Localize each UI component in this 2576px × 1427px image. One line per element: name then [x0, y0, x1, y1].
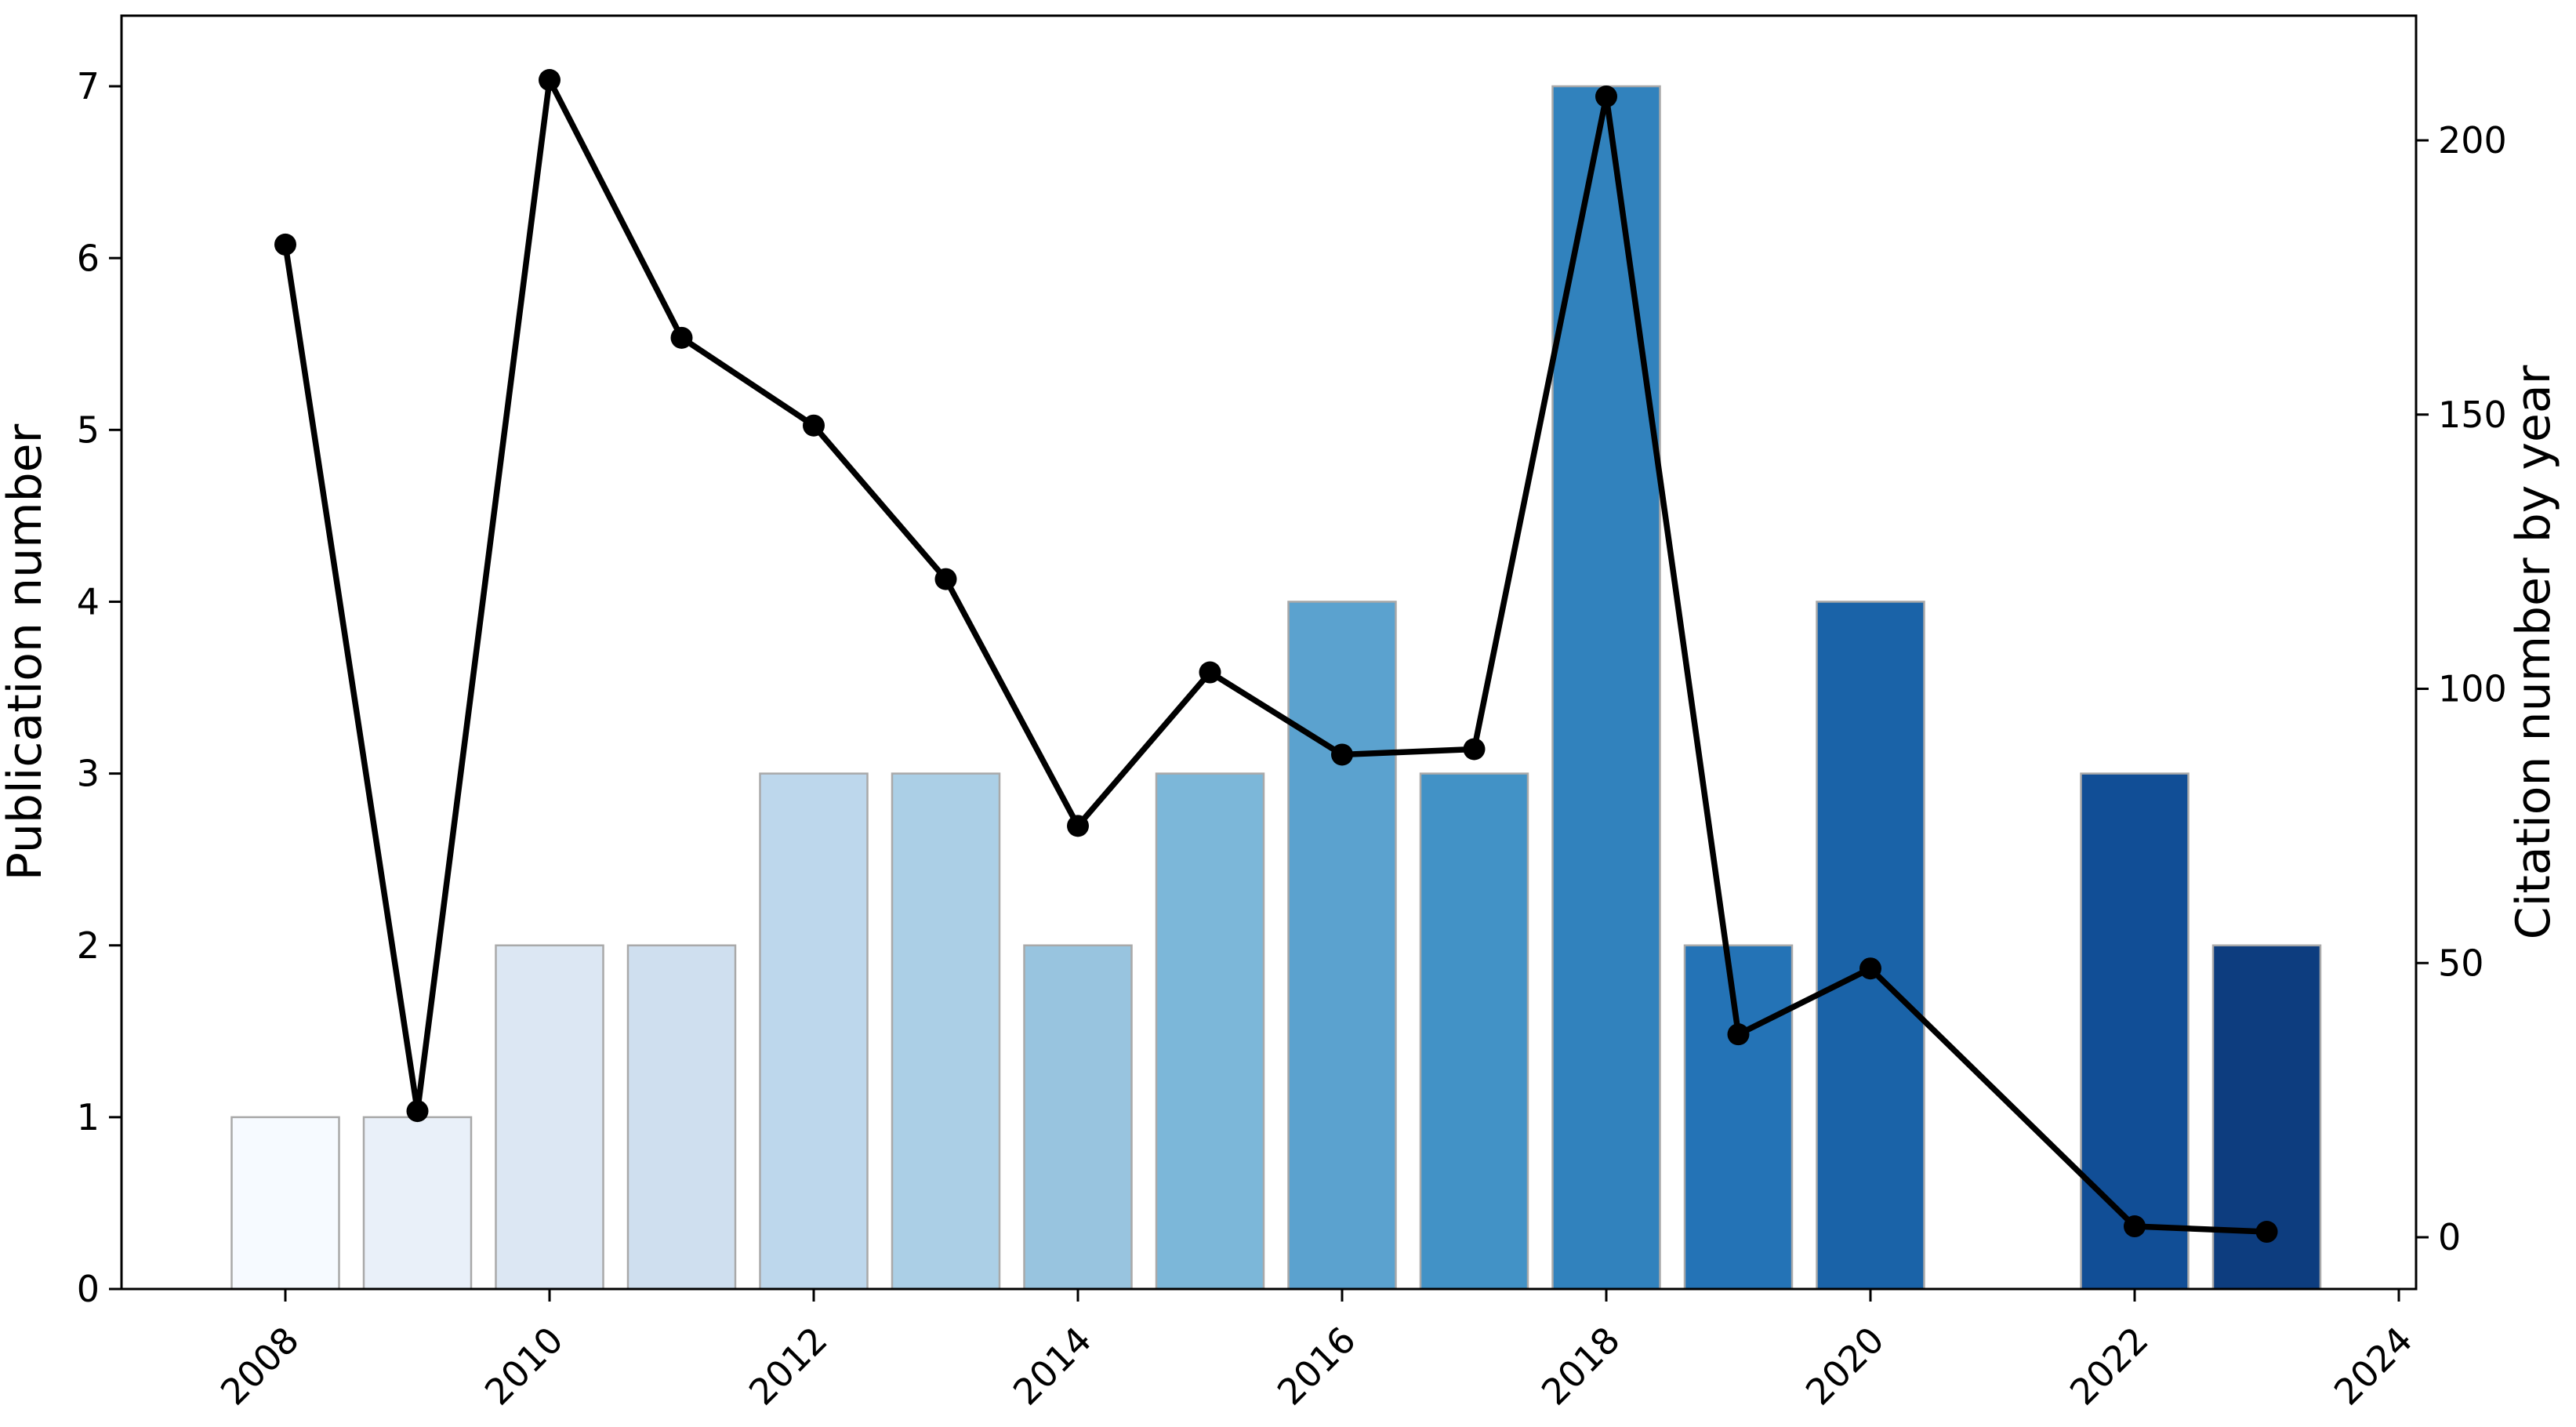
citation-point	[1463, 738, 1486, 761]
x-tick-label-2014: 2014	[1005, 1319, 1100, 1414]
citation-point	[803, 414, 825, 437]
citation-point	[2124, 1215, 2146, 1238]
x-tick-label-2010: 2010	[477, 1319, 571, 1414]
x-tick-label-2024: 2024	[2326, 1319, 2421, 1414]
left-tick-label-5: 5	[77, 408, 100, 451]
bar-2018	[1551, 85, 1661, 1291]
citation-point	[1331, 743, 1353, 766]
citation-point	[1859, 957, 1881, 980]
left-tick-label-7: 7	[77, 65, 100, 107]
bar-2008	[230, 1116, 340, 1291]
bar-2013	[891, 772, 1001, 1291]
right-axis-title: Citation number by year	[2506, 365, 2561, 939]
citation-point	[2255, 1221, 2278, 1244]
left-tick-label-0: 0	[77, 1268, 100, 1310]
bar-2022	[2080, 772, 2190, 1291]
bar-2015	[1155, 772, 1265, 1291]
left-tick-label-6: 6	[77, 237, 100, 279]
x-tick-label-2020: 2020	[1798, 1319, 1892, 1414]
bar-2017	[1419, 772, 1529, 1291]
x-tick-label-2016: 2016	[1269, 1319, 1364, 1414]
left-tick-label-1: 1	[77, 1096, 100, 1138]
bar-2009	[362, 1116, 473, 1291]
plot-border	[120, 14, 2418, 1291]
bar-2016	[1287, 601, 1397, 1291]
right-tick-label-50: 50	[2438, 942, 2484, 984]
citation-point	[274, 233, 296, 256]
citation-point	[1727, 1023, 1750, 1046]
left-tick-label-4: 4	[77, 581, 100, 623]
citation-point	[670, 326, 693, 349]
x-tick-label-2008: 2008	[212, 1319, 307, 1414]
right-tick-label-100: 100	[2438, 668, 2507, 710]
bar-2014	[1023, 944, 1133, 1291]
x-tick-label-2018: 2018	[1533, 1319, 1628, 1414]
bar-2020	[1816, 601, 1925, 1291]
bar-2012	[759, 772, 869, 1291]
right-tick-label-150: 150	[2438, 394, 2507, 436]
bar-2019	[1683, 944, 1794, 1291]
x-tick-label-2022: 2022	[2062, 1319, 2157, 1414]
left-tick-label-2: 2	[77, 924, 100, 967]
left-axis-title: Publication number	[0, 423, 53, 881]
citation-point	[406, 1100, 429, 1123]
citation-point	[1595, 85, 1617, 108]
right-tick-label-200: 200	[2438, 119, 2507, 162]
left-tick-label-3: 3	[77, 753, 100, 795]
citation-point	[539, 69, 561, 92]
citation-point	[1067, 815, 1089, 837]
bar-2011	[626, 944, 737, 1291]
right-tick-label-0: 0	[2438, 1216, 2461, 1258]
x-tick-label-2012: 2012	[741, 1319, 836, 1414]
citation-point	[934, 568, 957, 590]
citation-point	[1199, 661, 1221, 684]
bar-2010	[495, 944, 604, 1291]
